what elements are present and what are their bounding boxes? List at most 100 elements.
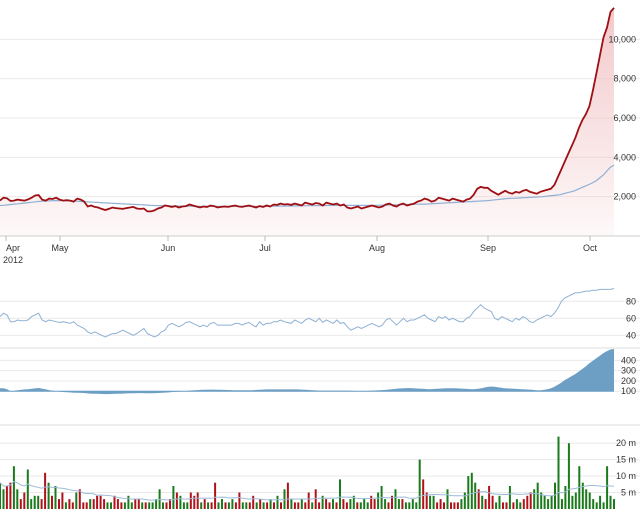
volume-bar (533, 489, 536, 510)
y-tick-label: 100 (621, 386, 636, 396)
volume-bar (377, 492, 380, 509)
volume-bar (224, 502, 227, 509)
volume-bar (543, 495, 546, 509)
volume-bar (613, 499, 615, 509)
volume-bar (134, 499, 137, 509)
volume-bar (85, 502, 88, 509)
volume-bar (456, 502, 459, 509)
volume-bar (169, 499, 171, 509)
volume-bars (0, 436, 615, 510)
volume-bar (328, 502, 331, 509)
volume-bar (71, 502, 74, 509)
volume-bar (186, 502, 189, 509)
volume-bar (508, 486, 511, 509)
volume-bar (429, 495, 432, 509)
volume-bar (193, 495, 196, 509)
volume-bar (404, 502, 407, 509)
volume-bar (547, 499, 550, 509)
price-line (0, 7, 615, 213)
volume-bar (179, 495, 182, 509)
volume-bar (373, 499, 376, 509)
volume-bar (384, 499, 387, 509)
volume-bar (148, 502, 151, 509)
volume-bar (567, 443, 570, 509)
volume-bar (515, 499, 518, 509)
x-tick-label: Jun (161, 243, 176, 253)
volume-bar (481, 495, 484, 509)
volume-bar (89, 499, 92, 509)
volume-bar (408, 502, 411, 509)
y-tick-label: 300 (621, 366, 636, 376)
volume-bar (238, 492, 241, 509)
volume-bar (311, 502, 314, 509)
volume-y-axis: 5 m 10 m 15 m 20 m (616, 438, 636, 497)
volume-bar (106, 502, 109, 509)
volume-bar (175, 492, 178, 509)
volume-bar (505, 502, 508, 509)
volume-bar (127, 495, 130, 509)
volume-bar (248, 502, 251, 509)
volume-bar (484, 499, 487, 509)
volume-bar (422, 479, 425, 509)
volume-bar (436, 502, 439, 509)
volume-bar (37, 495, 40, 509)
volume-bar (345, 502, 348, 509)
volume-bar (255, 502, 258, 509)
oscillator-area (0, 349, 614, 395)
volume-bar (123, 502, 126, 509)
x-tick-label: May (51, 243, 69, 253)
volume-bar (401, 499, 404, 509)
y-tick-label: 400 (621, 355, 636, 365)
volume-bar (356, 502, 359, 509)
moving-average-line (0, 164, 615, 207)
volume-bar (297, 502, 300, 509)
price-y-axis: 2,000 4,000 6,000 8,000 10,000 (608, 34, 636, 201)
volume-bar (141, 502, 144, 509)
volume-bar (30, 499, 33, 509)
volume-bar (276, 495, 279, 509)
volume-bar (359, 502, 362, 509)
volume-bar (526, 495, 529, 509)
volume-bar (189, 492, 192, 509)
date-x-axis: Apr May Jun Jul Aug Sep Oct (5, 236, 597, 253)
x-tick-label: Sep (480, 243, 496, 253)
volume-bar (370, 495, 373, 509)
volume-bar (332, 499, 334, 509)
y-tick-label: 80 (626, 296, 636, 306)
volume-bar (439, 499, 442, 509)
volume-bar (266, 502, 269, 509)
volume-bar (606, 466, 609, 509)
volume-bar (307, 492, 310, 509)
volume-bar (599, 495, 602, 509)
volume-bar (110, 502, 112, 509)
volume-bar (318, 502, 321, 509)
y-tick-label: 15 m (616, 455, 636, 465)
volume-bar (574, 492, 577, 509)
volume-bar (214, 482, 217, 509)
volume-bar (221, 499, 223, 509)
volume-bar (61, 492, 64, 509)
volume-bar (58, 499, 60, 509)
volume-bar (137, 499, 140, 509)
volume-bar (394, 489, 397, 510)
volume-bar (96, 495, 99, 509)
y-tick-label: 4,000 (613, 152, 636, 162)
volume-bar (92, 499, 95, 509)
volume-bar (432, 495, 435, 509)
volume-bar (554, 482, 556, 509)
y-tick-label: 5 m (621, 488, 636, 498)
volume-bar (262, 502, 265, 509)
volume-bar (588, 492, 591, 509)
volume-bar (33, 495, 36, 509)
y-tick-label: 6,000 (613, 113, 636, 123)
volume-bar (280, 502, 282, 509)
volume-bar (463, 492, 466, 509)
y-tick-label: 2,000 (613, 192, 636, 202)
y-tick-label: 8,000 (613, 74, 636, 84)
volume-bar (273, 502, 275, 509)
volume-bar (411, 499, 414, 509)
price-area-fill (0, 7, 614, 237)
